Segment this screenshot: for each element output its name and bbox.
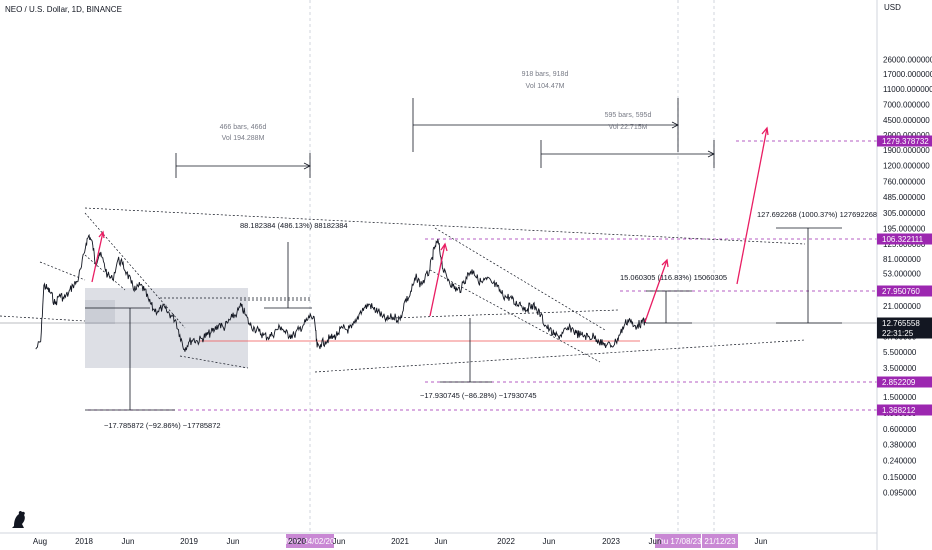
range-2-vol-label: Vol 104.47M [526, 83, 565, 90]
measure-tools [85, 227, 842, 411]
y-tick-label: 3.500000 [883, 364, 917, 373]
y-tick-label: 0.150000 [883, 473, 917, 482]
date-range-tools [175, 98, 715, 178]
projection-arrows [91, 126, 769, 323]
price-tag-bg [877, 285, 932, 297]
tradingview-logo-icon [12, 510, 25, 528]
x-tick-label: Jun [333, 537, 346, 546]
y-tick-label: 485.000000 [883, 193, 926, 202]
x-tick-label: 2023 [602, 537, 620, 546]
y-tick-label: 81.000000 [883, 255, 921, 264]
measure-2019-label: −17.785872 (−92.86%) −17785872 [104, 421, 221, 430]
price-tag-label: 106.322111 [882, 235, 924, 244]
y-tick-label: 4500.000000 [883, 116, 930, 125]
y-tick-label: 1200.000000 [883, 162, 930, 171]
x-tick-label: 2022 [497, 537, 515, 546]
x-tick-label: Aug [33, 537, 47, 546]
x-tick-label: Jun [543, 537, 556, 546]
y-tick-label: 53.000000 [883, 270, 921, 279]
measure-target-label: 127.692268 (1000.37%) 127692268 [757, 210, 877, 219]
range-2-bars-label: 918 bars, 918d [522, 71, 569, 78]
y-tick-label: 1.500000 [883, 393, 917, 402]
date-tag-bg [655, 534, 701, 548]
time-axis[interactable]: Aug 2018 Jun 2019 Jun 2020 Jun 2021 Jun 2022 Jun 20… [33, 537, 768, 546]
price-tag-label: 22:31:25 [882, 329, 914, 338]
y-tick-label: 21.000000 [883, 302, 921, 311]
measure-2021-label: −17.930745 (−86.28%) −17930745 [420, 391, 537, 400]
x-tick-label: Jun [649, 537, 662, 546]
y-tick-label: 0.600000 [883, 425, 917, 434]
x-tick-label: 2021 [391, 537, 409, 546]
price-tag-bg [877, 317, 932, 329]
y-tick-label: 0.380000 [883, 441, 917, 450]
price-line [35, 233, 647, 352]
date-tag-label: Mon 24/02/20 [286, 537, 335, 546]
measure-2018-label: 88.182384 (486.13%) 88182384 [240, 221, 348, 230]
date-tag-label: 21/12/23 [704, 537, 736, 546]
y-tick-label: 17000.000000 [883, 70, 932, 79]
x-tick-label: 2018 [75, 537, 93, 546]
price-tag-label: 1.368212 [882, 406, 916, 415]
price-tag-label: 1279.378732 [882, 137, 929, 146]
price-tag-bg [877, 327, 932, 339]
price-tag-bg [877, 233, 932, 245]
range-3-vol-label: Vol 22.715M [609, 124, 648, 131]
y-tick-label: 7000.000000 [883, 101, 930, 110]
price-tag-bg [877, 404, 932, 416]
y-tick-label: 26000.000000 [883, 55, 932, 64]
y-tick-label: 760.000000 [883, 178, 926, 187]
y-tick-label: 0.095000 [883, 489, 917, 498]
measure-2023-label: 15.060305 (116.83%) 15060305 [620, 273, 727, 282]
range-3-bars-label: 595 bars, 595d [605, 112, 652, 119]
range-1-vol-label: Vol 194.288M [222, 135, 265, 142]
y-tick-label: 11000.000000 [883, 85, 932, 94]
y-tick-label: 5.500000 [883, 348, 917, 357]
date-tags: Mon 24/02/20 Thu 17/08/23 21/12/23 [286, 534, 738, 548]
y-tick-label: 195.000000 [883, 225, 926, 234]
range-1-bars-label: 466 bars, 466d [220, 124, 267, 131]
y-tick-label: 305.000000 [883, 209, 926, 218]
price-tag-label: 12.765558 [882, 319, 920, 328]
x-tick-label: Jun [435, 537, 448, 546]
price-tag-bg [877, 135, 932, 147]
price-tag-label: 2.852209 [882, 378, 916, 387]
price-tag-label: 27.950760 [882, 287, 920, 296]
trendlines [0, 207, 806, 373]
price-axis[interactable]: 26000.000000 17000.000000 11000.000000 7000… [883, 55, 932, 497]
currency-label: USD [884, 3, 901, 12]
date-tag-label: Thu 17/08/23 [654, 537, 702, 546]
y-tick-label: 1900.000000 [883, 146, 930, 155]
x-tick-label: 2019 [180, 537, 198, 546]
y-tick-label: 0.240000 [883, 457, 917, 466]
date-tag-bg [702, 534, 738, 548]
x-tick-label: Jun [755, 537, 768, 546]
price-tag-bg [877, 376, 932, 388]
chart-title: NEO / U.S. Dollar, 1D, BINANCE [5, 5, 122, 14]
x-tick-label: 2020 [288, 537, 306, 546]
demand-zone-2 [85, 300, 115, 324]
x-tick-label: Jun [122, 537, 135, 546]
x-tick-label: Jun [227, 537, 240, 546]
price-tags: 1279.378732106.32211127.95076012.7655582… [877, 135, 932, 416]
date-tag-bg [286, 534, 334, 548]
